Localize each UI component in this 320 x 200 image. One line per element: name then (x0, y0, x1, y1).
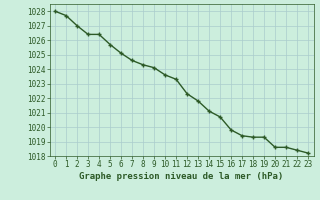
X-axis label: Graphe pression niveau de la mer (hPa): Graphe pression niveau de la mer (hPa) (79, 172, 284, 181)
